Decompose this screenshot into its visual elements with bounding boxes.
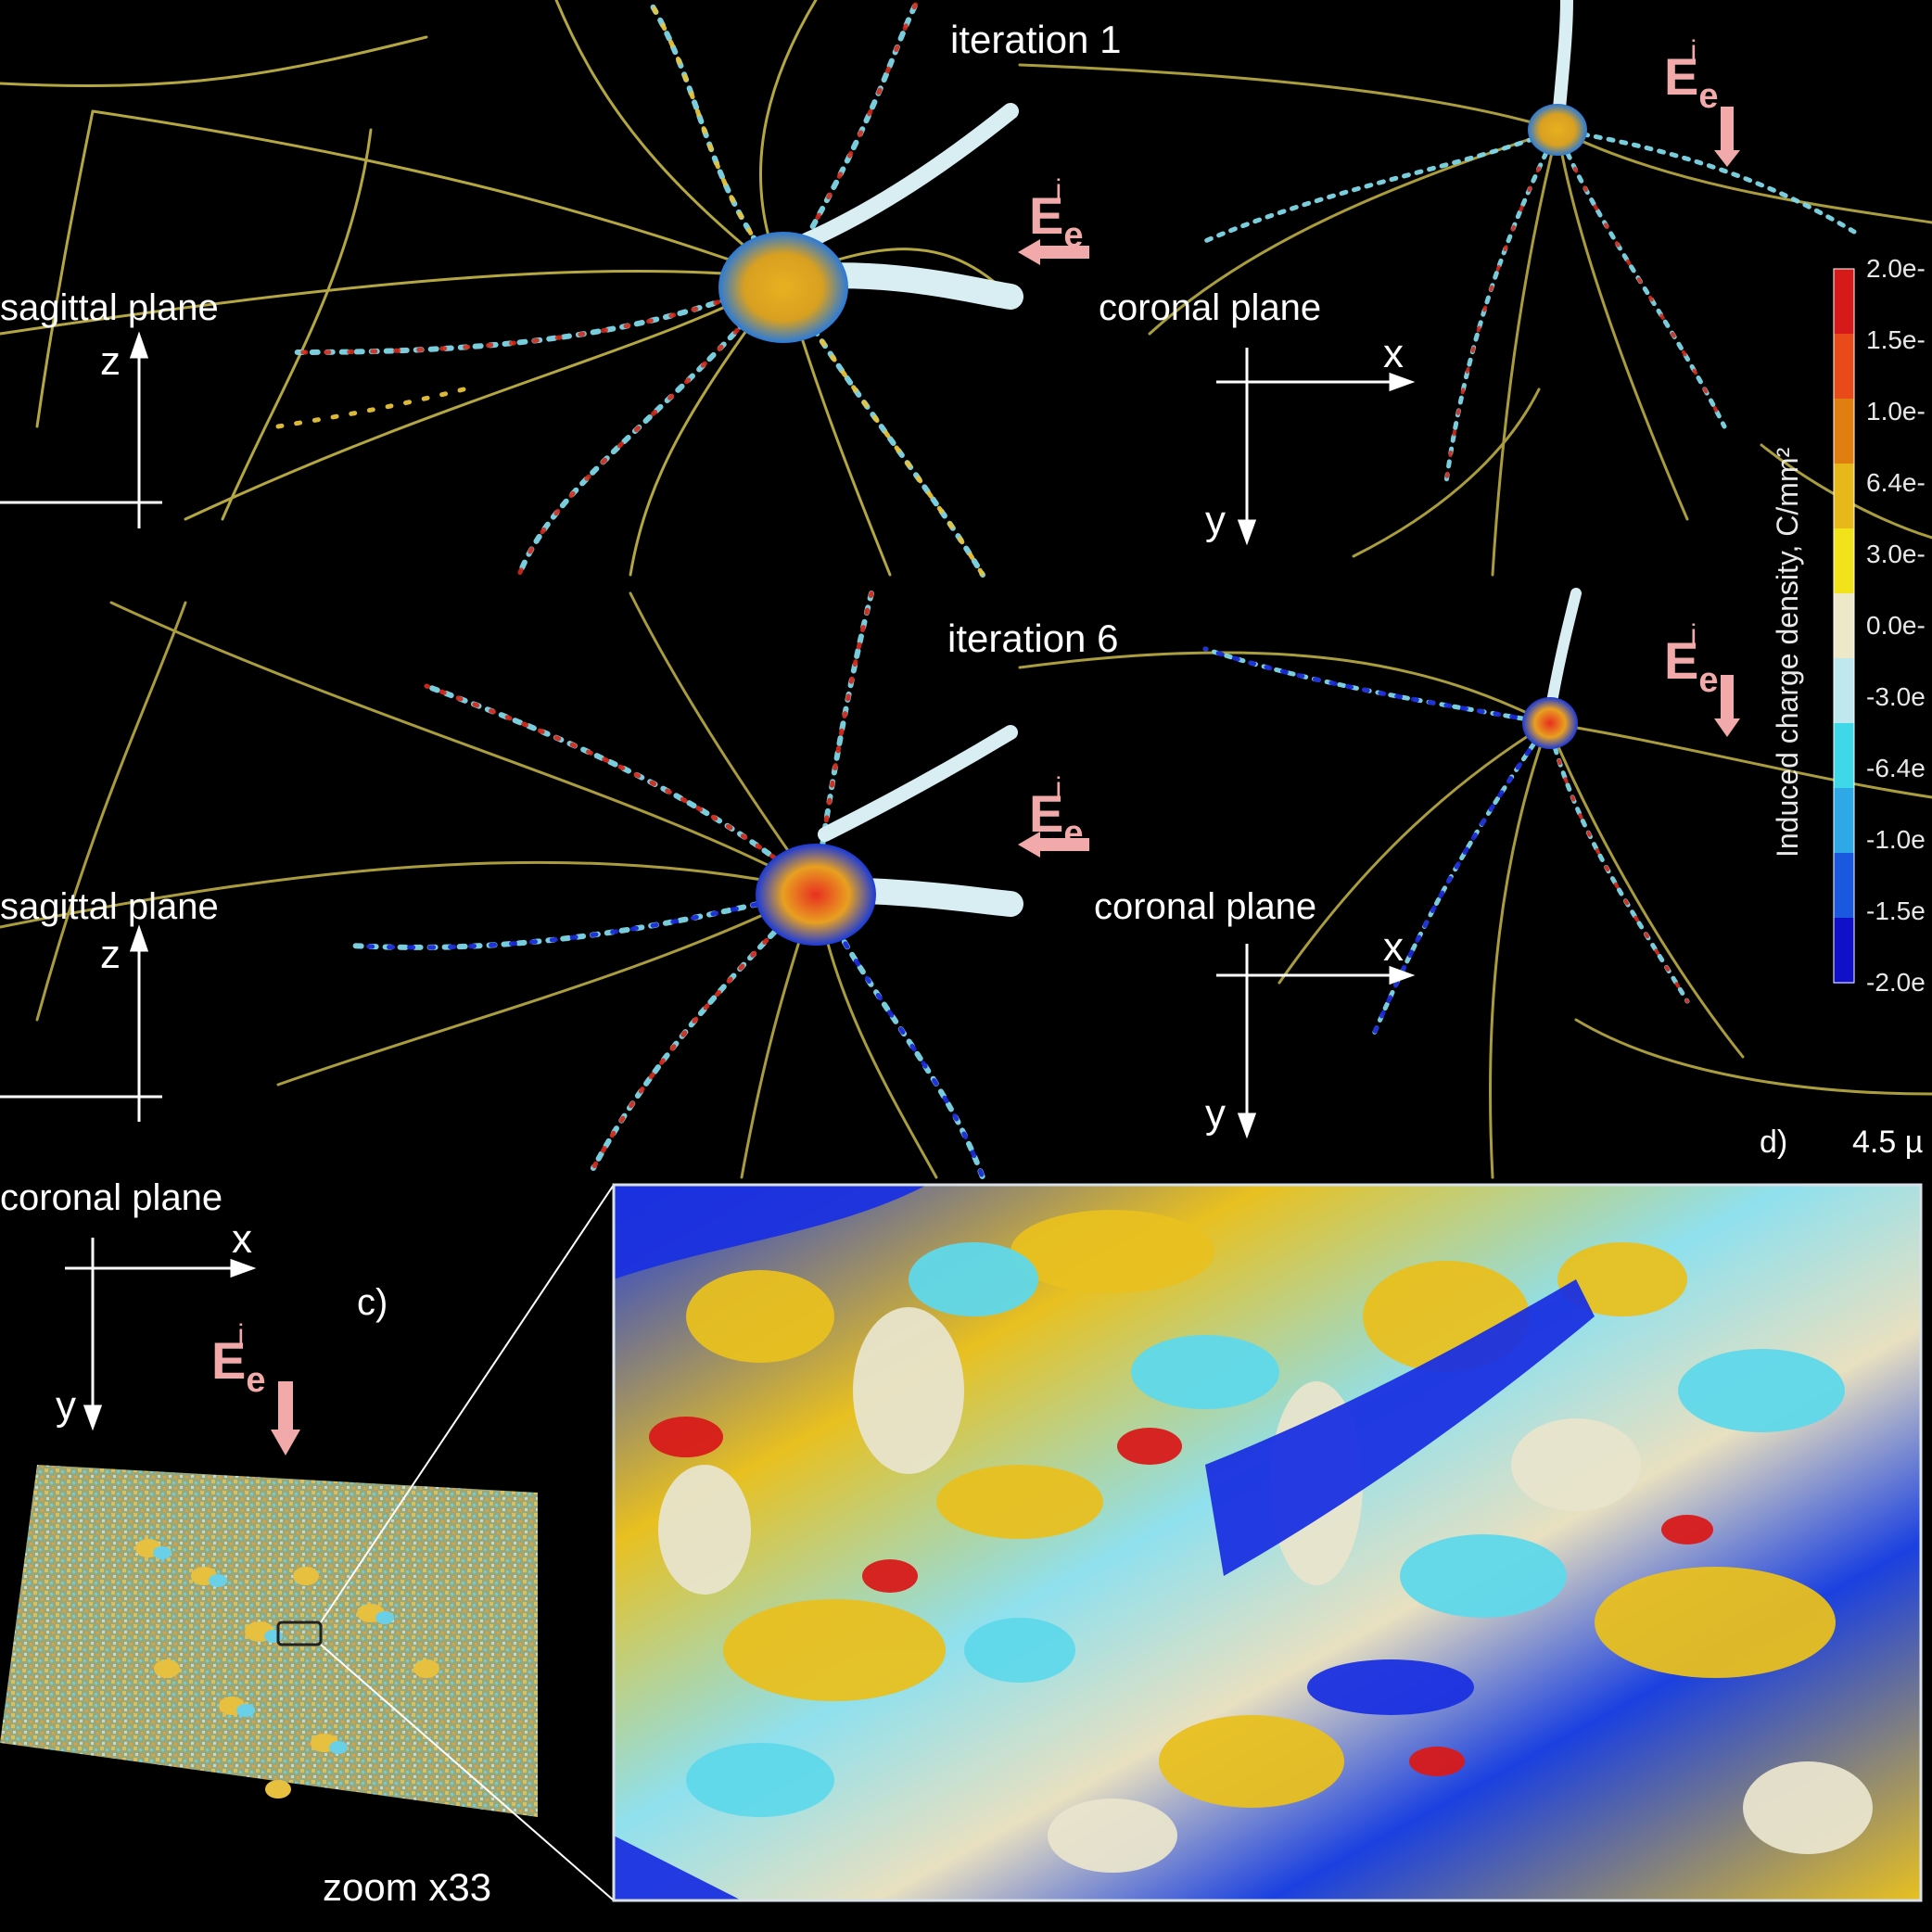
z-axis-label-middle: z	[100, 932, 121, 977]
x-axis-label-middle: x	[1383, 924, 1404, 970]
x-axis-label-top: x	[1383, 331, 1404, 376]
colorbar-swatch	[1834, 723, 1854, 789]
colorbar-swatch	[1834, 853, 1854, 919]
colorbar-swatch	[1834, 464, 1854, 529]
sagittal-plane-label-middle: sagittal plane	[0, 886, 219, 927]
colorbar-swatch	[1834, 658, 1854, 724]
colorbar-tick-label: 6.4e-	[1866, 468, 1926, 497]
colorbar-swatch	[1834, 269, 1854, 335]
field-label-top-right: Eei	[1664, 35, 1719, 116]
neuron-top-left	[0, 0, 1023, 578]
colorbar-tick-label: 0.0e-	[1866, 611, 1926, 640]
colorbar-tick-label: -6.4e	[1866, 754, 1926, 782]
iteration-6-label: iteration 6	[947, 616, 1119, 660]
colorbar-swatch	[1834, 399, 1854, 464]
field-label-bottom: Eei	[211, 1319, 266, 1400]
colorbar-swatch	[1834, 918, 1854, 984]
zoom-label: zoom x33	[323, 1865, 492, 1909]
y-axis-label-middle: y	[1205, 1091, 1226, 1137]
colorbar-swatch	[1834, 528, 1854, 594]
colorbar-tick-label: 3.0e-	[1866, 540, 1926, 568]
colorbar-frame	[1833, 268, 1855, 984]
z-axis-label-top: z	[100, 338, 121, 384]
neuron-middle-right	[1018, 588, 1932, 1179]
panel-c-label: c)	[357, 1282, 388, 1323]
sagittal-plane-label-top: sagittal plane	[0, 287, 219, 328]
colorbar-swatch	[1834, 334, 1854, 400]
colorbar-swatch	[1834, 788, 1854, 854]
coronal-plane-label-top: coronal plane	[1099, 287, 1322, 328]
coronal-plane-label-bottom: coronal plane	[0, 1177, 223, 1218]
colorbar-tick-label: -2.0e	[1866, 968, 1926, 997]
colorbar-title: Induced charge density, C/mm²	[1771, 447, 1804, 858]
colorbar-swatch	[1834, 593, 1854, 659]
scale-label: 4.5 µ	[1852, 1125, 1924, 1160]
colorbar-tick-label: -3.0e	[1866, 682, 1926, 711]
panel-d-label: d)	[1760, 1125, 1788, 1160]
neuron-slab	[0, 1184, 615, 1901]
field-label-middle-left: Eei	[1029, 772, 1084, 853]
y-axis-label-bottom: y	[56, 1383, 76, 1429]
x-axis-label-bottom: x	[232, 1216, 252, 1262]
colorbar-tick-label: 2.0e-	[1866, 254, 1926, 283]
field-label-middle-right: Eei	[1664, 619, 1719, 700]
coronal-plane-label-middle: coronal plane	[1094, 886, 1317, 927]
colorbar-tick-label: -1.0e	[1866, 825, 1926, 854]
field-arrows	[271, 107, 1740, 1455]
colorbar	[1833, 268, 1855, 984]
iteration-1-label: iteration 1	[950, 18, 1122, 61]
colorbar-tick-label: -1.5e	[1866, 896, 1926, 925]
colorbar-tick-label: 1.5e-	[1866, 325, 1926, 354]
neuron-middle-left	[0, 591, 1023, 1180]
neuron-top-right	[1018, 0, 1932, 577]
y-axis-label-top: y	[1205, 498, 1226, 543]
axes	[0, 331, 1416, 1431]
colorbar-tick-label: 1.0e-	[1866, 397, 1926, 426]
field-label-top-left: Eei	[1029, 174, 1084, 255]
zoom-panel	[614, 1185, 1921, 1900]
